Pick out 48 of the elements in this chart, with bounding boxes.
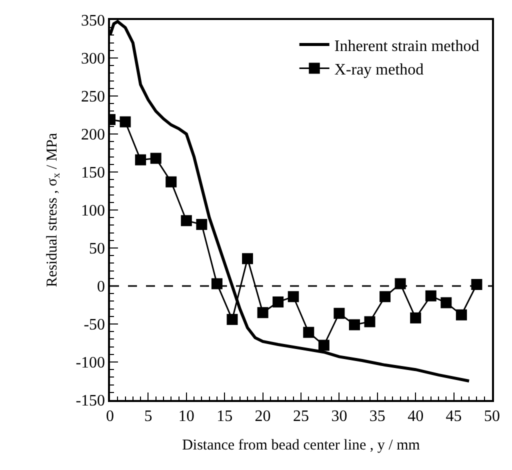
point xyxy=(120,116,131,128)
point xyxy=(318,340,330,351)
y-tick-label: 200 xyxy=(81,126,106,144)
point xyxy=(272,296,284,308)
point xyxy=(425,290,436,302)
y-tick-label: 0 xyxy=(97,278,106,296)
point xyxy=(196,218,208,230)
point xyxy=(150,152,162,164)
x-tick-label: 25 xyxy=(293,408,309,425)
y-tick-label: -150 xyxy=(76,392,106,410)
x-tick-label: 15 xyxy=(216,408,233,425)
x-tick-label: 20 xyxy=(254,408,271,425)
x-tick-label: 40 xyxy=(408,408,424,425)
point xyxy=(211,278,222,290)
point xyxy=(288,291,299,302)
point xyxy=(394,278,406,290)
y-tick-label: 250 xyxy=(81,88,106,106)
point xyxy=(166,176,177,188)
x-tick-label: 30 xyxy=(331,408,348,425)
y-tick-label: 300 xyxy=(81,50,106,68)
point xyxy=(456,309,467,320)
point xyxy=(364,316,376,328)
point xyxy=(471,278,482,290)
x-tick-label: 45 xyxy=(446,408,462,425)
x-axis-title: Distance from bead center line , y / mm xyxy=(182,437,420,454)
x-tick-label: 10 xyxy=(178,408,194,425)
y-tick-label: 350 xyxy=(81,12,106,30)
point xyxy=(303,326,314,338)
point xyxy=(380,291,391,302)
point xyxy=(242,253,254,264)
point xyxy=(410,312,422,324)
y-tick-label: 100 xyxy=(81,202,106,220)
legend-label: X-ray method xyxy=(334,62,424,79)
legend-label: Inherent strain method xyxy=(334,38,480,55)
y-tick-label: 50 xyxy=(89,240,106,258)
point xyxy=(440,297,452,308)
point xyxy=(348,319,360,330)
point xyxy=(135,154,146,166)
x-tick-label: 35 xyxy=(369,408,386,425)
point xyxy=(180,215,192,226)
point xyxy=(257,307,268,318)
x-tick-label: 50 xyxy=(484,408,500,425)
point xyxy=(334,308,345,319)
point xyxy=(226,314,238,325)
y-tick-label: -50 xyxy=(84,316,106,334)
x-tick-label: 5 xyxy=(144,408,152,425)
y-tick-label: 150 xyxy=(81,164,106,182)
y-tick-label: -100 xyxy=(76,354,106,372)
